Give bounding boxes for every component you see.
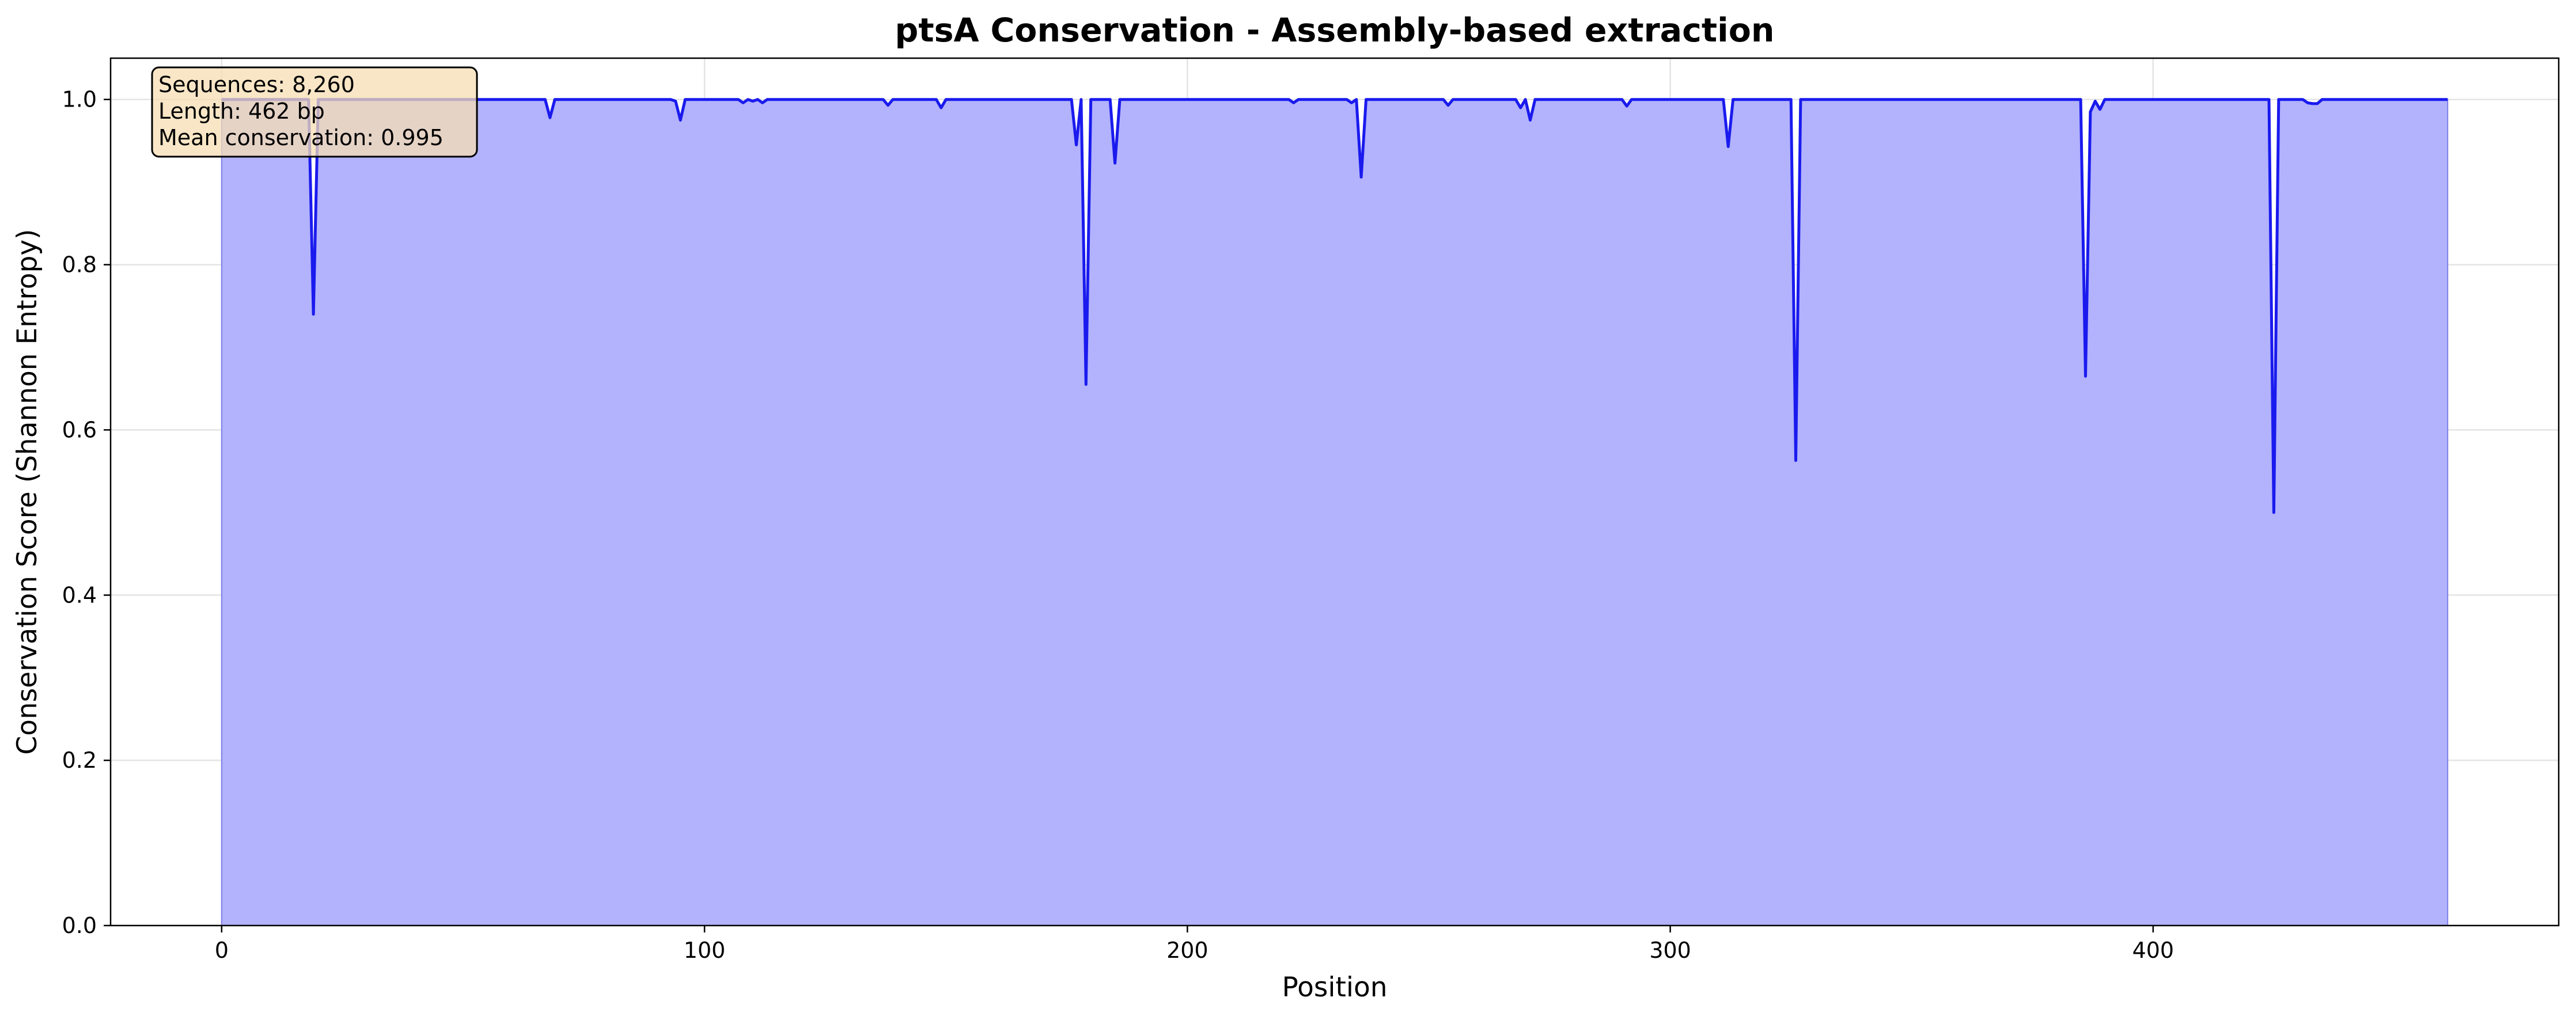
y-tick-label: 0.0 <box>62 913 97 938</box>
x-axis-label: Position <box>1282 972 1388 1003</box>
stats-box-background <box>151 66 478 158</box>
conservation-line <box>221 98 2448 514</box>
y-tick-label: 1.0 <box>62 87 97 112</box>
x-tick-label: 200 <box>1166 938 1209 963</box>
y-tick-label: 0.2 <box>62 748 97 773</box>
y-axis: 0.0 0.2 0.4 0.6 0.8 1.0 <box>62 87 111 938</box>
stats-box: Sequences: 8,260 Length: 462 bp Mean con… <box>151 66 478 158</box>
y-tick-label: 0.6 <box>62 417 97 442</box>
x-tick-label: 300 <box>1649 938 1691 963</box>
conservation-area <box>221 98 2449 926</box>
y-tick-label: 0.4 <box>62 582 97 608</box>
chart-title: ptsA Conservation - Assembly-based extra… <box>895 12 1775 50</box>
x-tick-label: 400 <box>2132 938 2175 963</box>
stats-mean-conservation: Mean conservation: 0.995 <box>158 125 444 150</box>
y-tick-label: 0.8 <box>62 252 97 278</box>
y-axis-label: Conservation Score (Shannon Entropy) <box>12 229 43 754</box>
x-tick-label: 100 <box>684 938 726 963</box>
x-tick-label: 0 <box>215 938 229 963</box>
plot-frame <box>109 57 2560 927</box>
stats-length: Length: 462 bp <box>158 98 325 124</box>
x-axis: 0 100 200 300 400 <box>215 926 2174 963</box>
stats-sequences: Sequences: 8,260 <box>158 72 355 97</box>
